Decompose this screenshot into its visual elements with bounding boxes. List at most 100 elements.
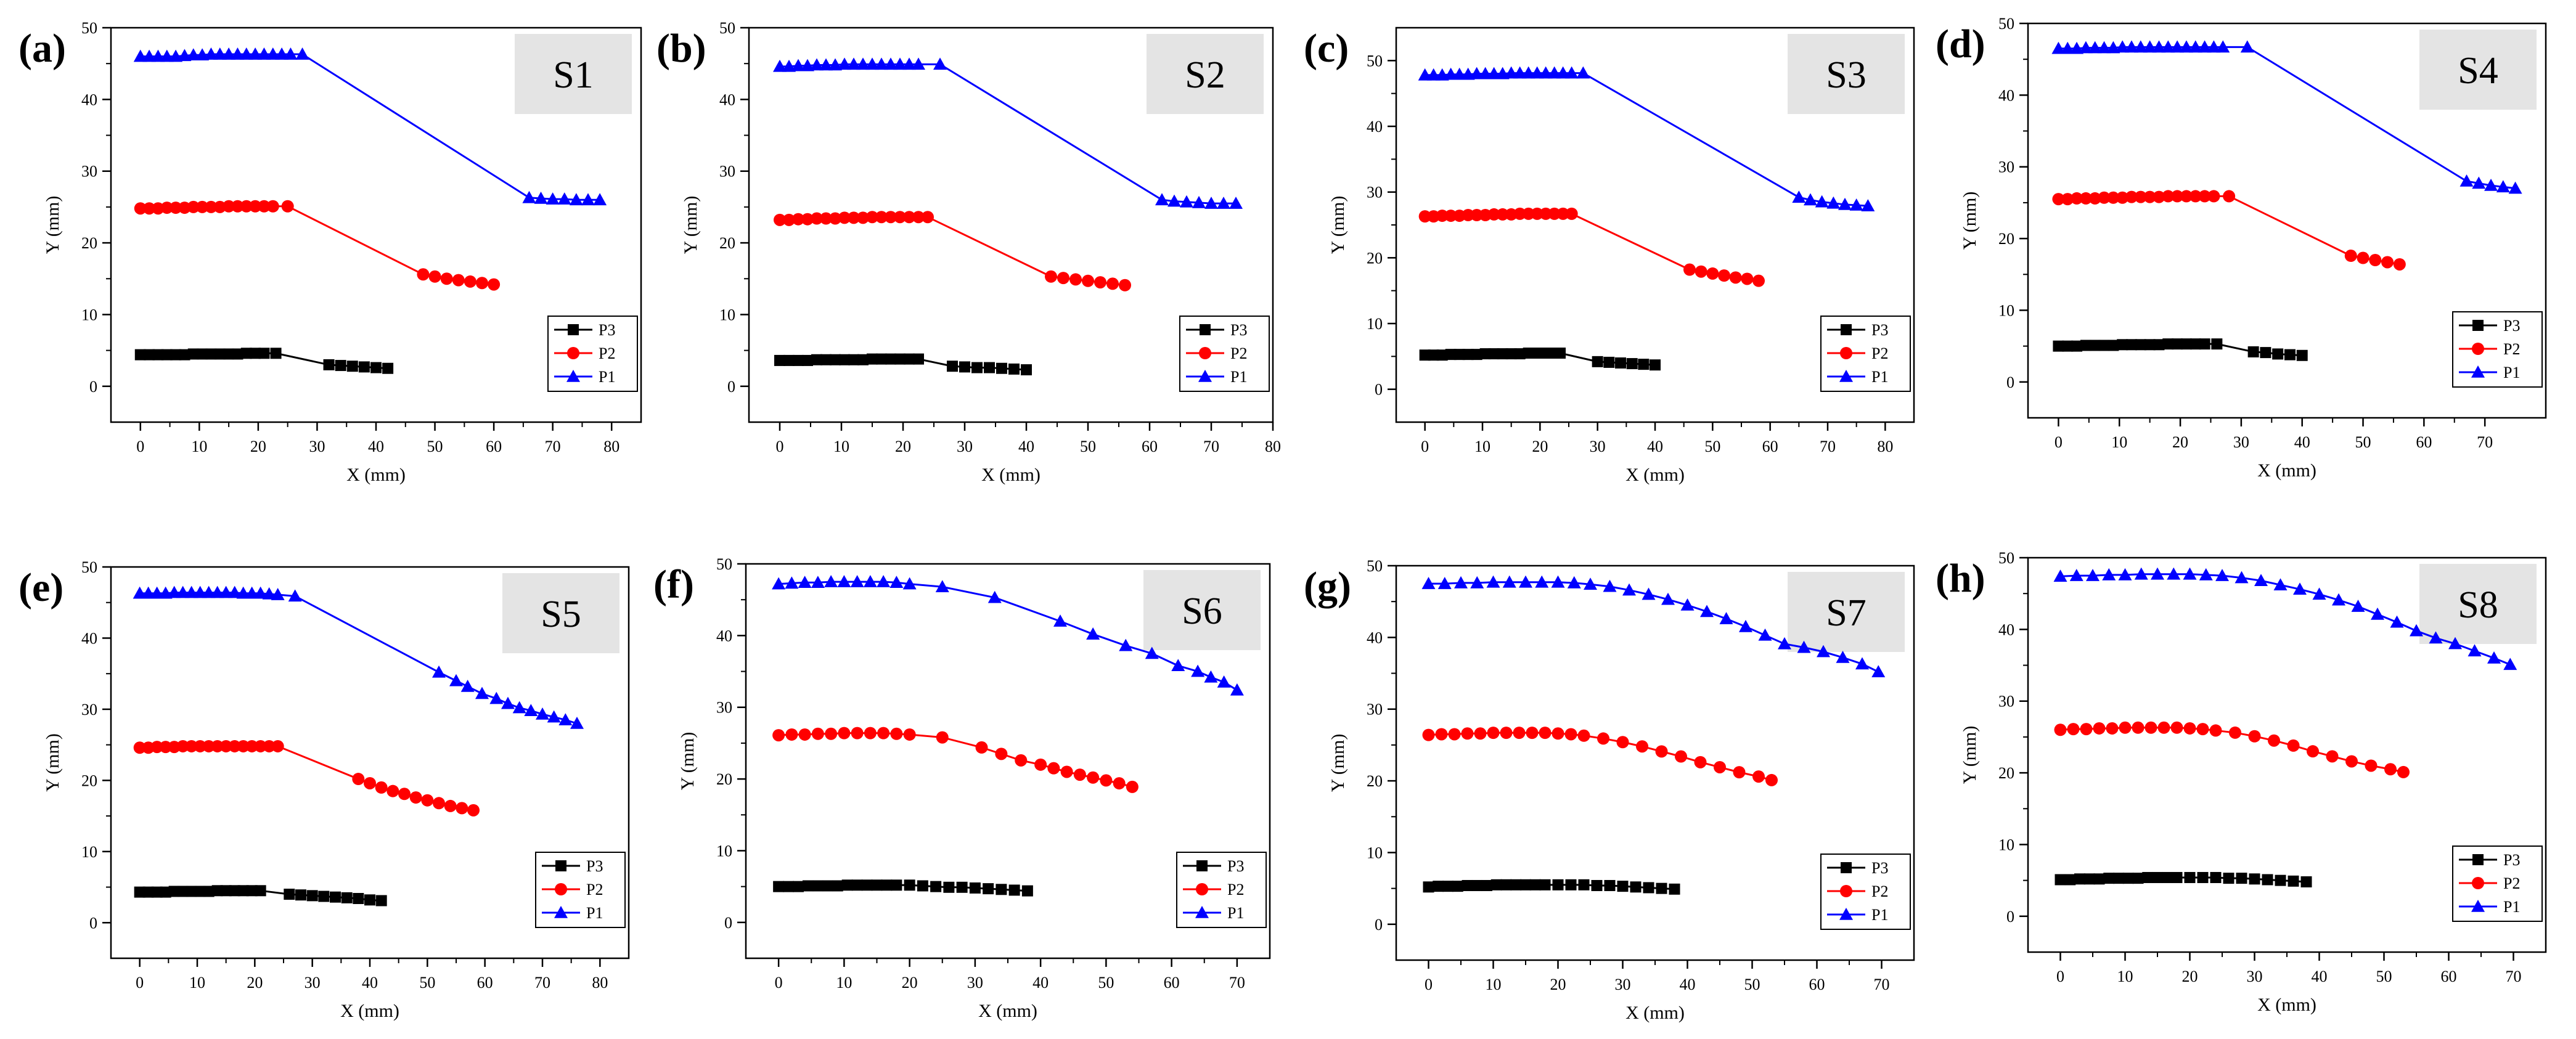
data-point [877,575,891,587]
data-point [1436,210,1449,222]
data-point [270,348,282,359]
data-point [1500,879,1512,890]
y-axis-label: Y (mm) [1960,726,1980,784]
data-point [213,47,227,60]
data-point [179,349,190,361]
y-axis-label: Y (mm) [1960,192,1980,250]
data-point [829,212,841,225]
series-p2 [2052,190,2406,271]
legend-item-p1: P1 [2459,898,2520,916]
y-tick-label: 20 [1998,230,2014,248]
data-point [352,773,365,786]
data-point [214,348,226,360]
data-point [2332,593,2345,606]
data-point [2248,730,2261,743]
data-point [2170,40,2185,53]
data-point [890,727,903,740]
sample-tag-box [2419,564,2537,644]
data-point [848,211,860,224]
data-point [555,860,566,871]
data-point [2365,759,2378,772]
x-tick-label: 10 [833,438,849,455]
data-point [1191,664,1205,677]
x-tick-label: 30 [305,974,321,992]
data-point [1481,879,1492,891]
data-point [1008,884,1020,896]
data-point [1526,727,1539,740]
data-point [134,349,146,361]
data-point [177,886,189,897]
legend-item-p2: P2 [1827,344,1888,362]
data-point [785,576,799,589]
data-point [811,727,824,740]
data-point [785,728,798,741]
data-point [2161,871,2173,883]
data-point [237,885,249,897]
data-point [1444,210,1457,222]
data-point [1021,364,1032,376]
data-point [2135,339,2146,351]
data-point [2472,877,2484,889]
x-tick-label: 30 [1615,976,1631,993]
x-tick-label: 30 [309,438,325,455]
data-point [885,211,897,224]
data-point [2198,40,2212,53]
x-tick-label: 60 [2416,433,2432,451]
data-point [409,791,422,804]
data-point [1622,583,1636,596]
data-point [1474,727,1487,740]
y-tick-label: 0 [1375,916,1383,934]
data-point [1564,728,1577,741]
data-point [1817,645,1830,658]
data-point [2133,40,2148,53]
data-point [819,58,833,71]
y-tick-label: 0 [724,914,732,932]
data-point [512,701,526,714]
data-point [1752,770,1765,783]
data-point [830,354,841,365]
data-point [1565,879,1577,890]
data-point [783,213,795,226]
data-point [501,696,515,709]
x-axis-label: X (mm) [2257,460,2316,481]
data-point [151,886,163,898]
legend-label: P2 [1871,882,1888,900]
x-tick-label: 0 [775,974,783,992]
x-tick-label: 30 [2233,433,2249,451]
data-point [1217,197,1230,209]
x-tick-label: 40 [2312,968,2328,985]
data-point [1626,358,1638,370]
data-point [555,883,567,895]
legend-label: P1 [1871,906,1888,924]
legend-label: P3 [1227,857,1244,875]
legend: P3 P2 P1 [535,852,626,928]
data-point [152,202,165,215]
data-point [885,353,896,365]
data-point [557,192,571,205]
data-point [1487,727,1500,740]
sample-tag-box [2419,30,2537,110]
data-point [202,585,216,598]
data-point [1630,881,1642,893]
data-point [1551,575,1565,588]
data-point [346,361,358,372]
data-point [1462,879,1473,891]
legend-item-p1: P1 [2459,364,2520,381]
y-axis-label: Y (mm) [43,196,63,255]
x-tick-label: 50 [1704,438,1720,455]
x-tick-label: 10 [1486,976,1502,993]
series-p1 [2051,40,2522,194]
x-tick-label: 30 [1590,438,1606,455]
data-point [295,889,306,901]
data-point [386,784,399,797]
sample-tag: S6 [1143,570,1261,650]
y-tick-label: 30 [81,701,97,719]
data-point [2344,250,2357,263]
sample-tag: S8 [2419,564,2537,644]
x-tick-label: 70 [2506,968,2522,985]
legend-label: P2 [1227,881,1244,898]
data-point [1695,265,1707,278]
data-point [1045,270,1057,283]
data-point [2236,873,2247,884]
data-point [866,211,878,224]
